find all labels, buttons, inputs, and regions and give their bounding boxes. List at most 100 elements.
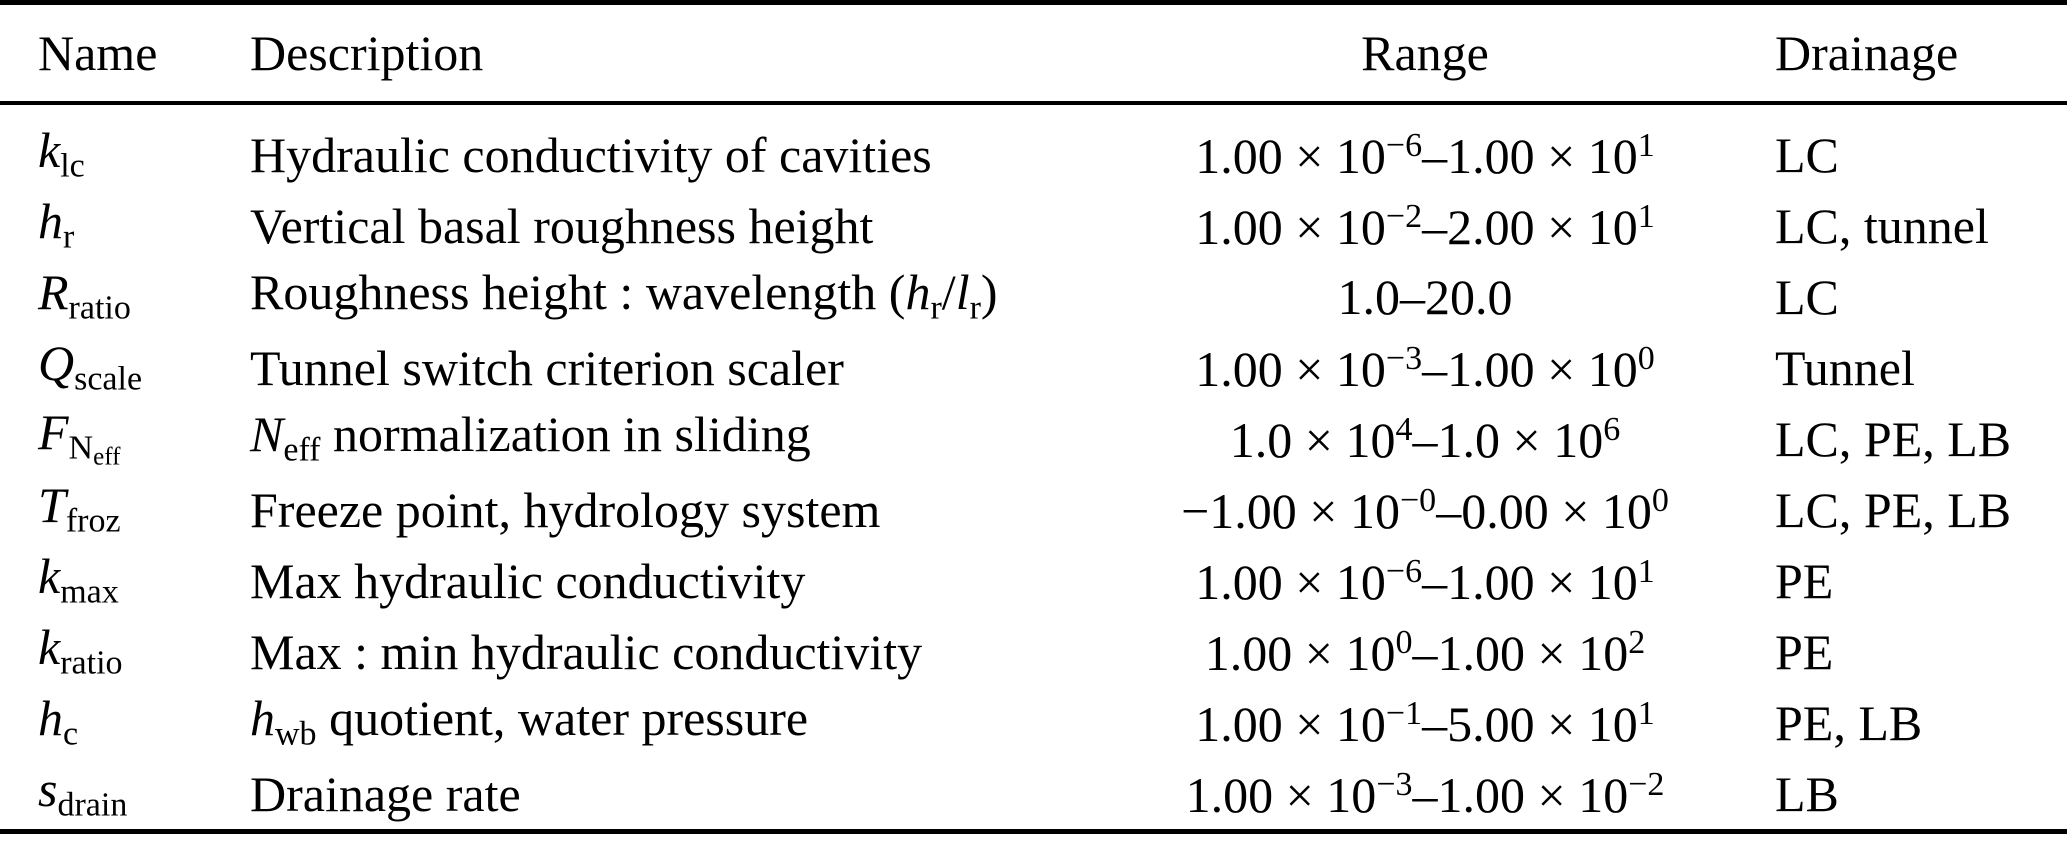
text-segment: h [38, 690, 63, 747]
text-segment: T [38, 477, 66, 534]
text-segment: k [38, 619, 61, 676]
text-segment: ) [980, 264, 998, 321]
text-segment: –1.0 × 10 [1412, 411, 1604, 468]
cell-drainage: LC [1775, 268, 1839, 325]
cell-name: Qscale [38, 338, 250, 397]
cell-range: −1.00 × 10−0–0.00 × 100 [1130, 481, 1720, 539]
text-segment: k [38, 122, 61, 179]
subscript-segment: eff [283, 431, 321, 469]
text-segment: / [941, 264, 956, 321]
text-segment: Vertical basal roughness height [250, 197, 874, 254]
subscript-segment: eff [93, 443, 121, 471]
superscript-segment: 1 [1637, 197, 1655, 235]
cell-range: 1.0 × 104–1.0 × 106 [1130, 410, 1720, 468]
subscript-segment: scale [74, 360, 143, 398]
text-segment: –1.00 × 10 [1422, 340, 1638, 397]
text-segment: k [38, 548, 61, 605]
cell-name: klc [38, 125, 250, 184]
cell-range: 1.00 × 10−6–1.00 × 101 [1130, 126, 1720, 184]
superscript-segment: −0 [1400, 481, 1437, 519]
text-segment: –1.00 × 10 [1422, 553, 1638, 610]
table-row: hr Vertical basal roughness height 1.00 × … [0, 190, 2067, 261]
column-header-range: Range [1361, 25, 1489, 81]
cell-description: Max hydraulic conductivity [250, 556, 1130, 606]
subscript-segment: c [63, 715, 79, 753]
text-segment: h [905, 264, 931, 321]
cell-description: Roughness height : wavelength (hr/lr) [250, 267, 1130, 326]
cell-drainage: Tunnel [1775, 339, 1915, 396]
superscript-segment: −2 [1628, 765, 1665, 803]
table-bottom-rule [0, 829, 2067, 834]
cell-drainage: PE [1775, 552, 1834, 609]
cell-name: kratio [38, 622, 250, 681]
superscript-segment: 0 [1651, 481, 1669, 519]
cell-drainage: LC, PE, LB [1775, 410, 2012, 467]
text-segment: –1.00 × 10 [1412, 624, 1629, 681]
subscript-segment: drain [57, 786, 128, 824]
text-segment: –1.00 × 10 [1412, 766, 1629, 823]
table-row: Qscale Tunnel switch criterion scaler 1.00… [0, 332, 2067, 403]
text-segment: N [250, 406, 284, 463]
table-row: hc hwb quotient, water pressure 1.00 × 10−… [0, 687, 2067, 758]
superscript-segment: 4 [1395, 410, 1413, 448]
cell-drainage: PE [1775, 623, 1834, 680]
table-row: Tfroz Freeze point, hydrology system −1.00… [0, 474, 2067, 545]
text-segment: 1.00 × 10 [1185, 766, 1377, 823]
table-row: Rratio Roughness height : wavelength (hr/… [0, 261, 2067, 332]
superscript-segment: −6 [1385, 126, 1423, 164]
table-header-divider-rule [0, 101, 2067, 105]
text-segment: Roughness height : wavelength ( [250, 264, 906, 321]
superscript-segment: 0 [1637, 339, 1655, 377]
subscript-segment: max [60, 573, 119, 611]
subscript-segment: ratio [60, 644, 123, 682]
text-segment: 1.00 × 10 [1195, 198, 1386, 255]
cell-name: hr [38, 196, 250, 255]
table-header-row: Name Description Range Drainage [0, 5, 2067, 101]
cell-name: Rratio [38, 267, 250, 326]
cell-description: Vertical basal roughness height [250, 201, 1130, 251]
cell-description: Neff normalization in sliding [250, 409, 1130, 468]
text-segment: 1.00 × 10 [1195, 695, 1386, 752]
text-segment: Drainage rate [250, 765, 521, 822]
cell-drainage: LB [1775, 765, 1839, 822]
text-segment: 1.00 × 10 [1195, 553, 1386, 610]
cell-drainage: LC, tunnel [1775, 197, 1989, 254]
text-segment: −1.00 × 10 [1181, 482, 1400, 539]
text-segment: Freeze point, hydrology system [250, 481, 881, 538]
subscript-segment: ratio [68, 289, 131, 327]
subscript-segment: r [969, 289, 981, 327]
text-segment: –5.00 × 10 [1422, 695, 1638, 752]
subscript-segment: lc [60, 147, 85, 185]
cell-description: hwb quotient, water pressure [250, 693, 1130, 752]
cell-range: 1.00 × 10−6–1.00 × 101 [1130, 552, 1720, 610]
text-segment: Max hydraulic conductivity [250, 552, 806, 609]
cell-drainage: LC, PE, LB [1775, 481, 2012, 538]
column-header-drainage: Drainage [1775, 25, 1959, 81]
cell-drainage: LC [1775, 126, 1839, 183]
cell-description: Max : min hydraulic conductivity [250, 627, 1130, 677]
text-segment: 1.00 × 10 [1195, 127, 1386, 184]
text-segment: –2.00 × 10 [1422, 198, 1638, 255]
cell-drainage: PE, LB [1775, 694, 1923, 751]
cell-name: hc [38, 693, 250, 752]
text-segment: 1.00 × 10 [1195, 340, 1386, 397]
cell-range: 1.00 × 10−3–1.00 × 100 [1130, 339, 1720, 397]
table-row: sdrain Drainage rate 1.00 × 10−3–1.00 × 10… [0, 758, 2067, 829]
superscript-segment: 1 [1637, 552, 1655, 590]
superscript-segment: 1 [1637, 126, 1655, 164]
cell-description: Tunnel switch criterion scaler [250, 343, 1130, 393]
text-segment: –1.00 × 10 [1422, 127, 1638, 184]
cell-name: sdrain [38, 764, 250, 823]
subscript-segment: r [930, 289, 942, 327]
text-segment: –0.00 × 10 [1436, 482, 1652, 539]
subscript-segment: r [63, 218, 75, 256]
text-segment: 1.00 × 10 [1204, 624, 1396, 681]
superscript-segment: 1 [1637, 694, 1655, 732]
text-segment: 1.0 × 10 [1229, 411, 1396, 468]
cell-name: FNeff [38, 407, 250, 470]
text-segment: h [250, 690, 275, 747]
text-segment: 1.0–20.0 [1337, 268, 1513, 325]
text-segment: F [38, 404, 69, 461]
text-segment: Tunnel switch criterion scaler [250, 339, 844, 396]
